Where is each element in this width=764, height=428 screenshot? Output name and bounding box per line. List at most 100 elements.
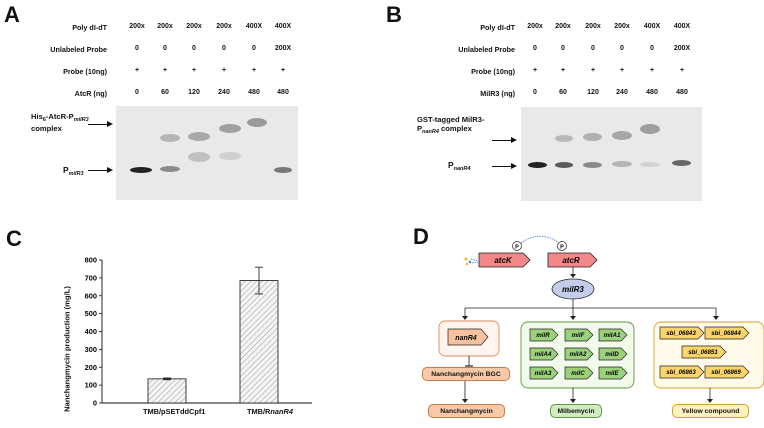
emsa-a-complex-label: His6-AtcR-PmilR3 complex [31, 112, 89, 133]
gene-arrow [598, 328, 628, 342]
gene-label: sbi_06851 [688, 349, 718, 356]
gene-label: milD [605, 351, 619, 358]
atcK-label: atcK [494, 256, 513, 265]
band [555, 162, 573, 168]
connector-arrowhead [462, 399, 468, 403]
phospho-icon [557, 241, 567, 251]
milR3-label: milR3 [562, 285, 584, 294]
gene-arrow [529, 328, 559, 342]
lane-value: + [560, 67, 566, 74]
gene-arrow [598, 347, 628, 361]
y-tick-label: 800 [85, 256, 97, 265]
gene-label: milC [571, 370, 585, 377]
lane-value: 240 [616, 89, 628, 96]
panel-b-letter: B [386, 2, 402, 27]
lane-value: 400X [245, 23, 263, 30]
y-tick-label: 300 [85, 345, 97, 354]
lane-value: 0 [533, 89, 537, 96]
lane-value: 0 [163, 45, 167, 52]
lane-value: + [649, 67, 655, 74]
y-tick-label: 0 [93, 399, 97, 408]
band [612, 161, 632, 167]
emsa-b-gel [521, 107, 702, 201]
lane-value: + [280, 67, 286, 74]
band [160, 166, 180, 172]
y-tick-label: 200 [85, 363, 97, 372]
row-label: AtcR (ng) [74, 89, 107, 98]
lane-value: + [590, 67, 596, 74]
lane-value: 480 [676, 89, 688, 96]
lane-value: 200x [186, 23, 202, 30]
gene-arrow [529, 366, 559, 380]
row-label: MilR3 (ng) [480, 89, 515, 98]
atcR-label: atcR [562, 256, 580, 265]
y-tick-label: 400 [85, 327, 97, 336]
lane-value: 200x [614, 23, 630, 30]
band [219, 152, 241, 160]
phosphotransfer-arrow [520, 235, 559, 244]
gene-label: milE [605, 370, 619, 377]
lane-value: 0 [561, 45, 565, 52]
y-tick-label: 500 [85, 309, 97, 318]
complex-arrow [492, 135, 517, 145]
row-label: Unlabeled Probe [458, 45, 515, 54]
gene-arrow [659, 365, 705, 379]
y-tick-label: 100 [85, 381, 97, 390]
emsa-b-free-label: PnanR4 [448, 160, 471, 172]
lane-value: + [251, 67, 257, 74]
gene-label: sbi_06843 [666, 330, 696, 337]
band [672, 160, 691, 166]
emsa-a-free-label: PmilR3 [63, 165, 84, 177]
lane-value: 200X [274, 45, 292, 52]
bar [147, 378, 187, 404]
row-label: Probe (10ng) [471, 67, 515, 76]
lane-value: 200X [673, 45, 691, 52]
gene-label: sbi_06844 [711, 330, 741, 337]
lane-value: 400X [643, 23, 661, 30]
signal-molecule-icon [464, 257, 479, 266]
lane-value: 0 [135, 89, 139, 96]
lane-value: 0 [591, 45, 595, 52]
connector-arrowhead [570, 274, 576, 278]
panel-c-letter: C [6, 226, 22, 251]
lane-value: 60 [161, 89, 169, 96]
band [160, 134, 180, 142]
gene-arrow [564, 328, 594, 342]
lane-value: 400X [673, 23, 691, 30]
atcR-gene-arrow [547, 252, 598, 268]
phospho-label: P [515, 244, 519, 250]
gene-label: sbi_06869 [711, 369, 741, 376]
lane-value: 200x [555, 23, 571, 30]
lane-value: 120 [188, 89, 200, 96]
gene-arrow [659, 326, 705, 340]
lane-value: + [679, 67, 685, 74]
band [188, 132, 210, 141]
lane-value: 0 [135, 45, 139, 52]
lane-value: 0 [650, 45, 654, 52]
band [640, 162, 660, 167]
lane-value: 480 [646, 89, 658, 96]
phospho-icon [512, 241, 522, 251]
band [274, 167, 292, 173]
lane-value: 480 [277, 89, 289, 96]
band [555, 135, 573, 142]
gene-label: sbi_06863 [666, 369, 696, 376]
gene-label: milF [572, 332, 585, 339]
connector-arrowhead [713, 316, 719, 320]
lane-value: + [134, 67, 140, 74]
row-label: Unlabeled Probe [50, 45, 107, 54]
gene-label: milA1 [604, 332, 621, 339]
gene-arrow [598, 366, 628, 380]
lane-value: 60 [559, 89, 567, 96]
gene-label: milA3 [535, 370, 552, 377]
band [219, 124, 241, 133]
lane-value: 240 [218, 89, 230, 96]
lane-value: 0 [222, 45, 226, 52]
complex-arrow [88, 119, 113, 129]
nanR4-gene-arrow [447, 328, 489, 346]
free-probe-arrow [492, 161, 517, 171]
lane-value: 200x [129, 23, 145, 30]
lane-value: 0 [192, 45, 196, 52]
panel-a-letter: A [4, 2, 20, 27]
